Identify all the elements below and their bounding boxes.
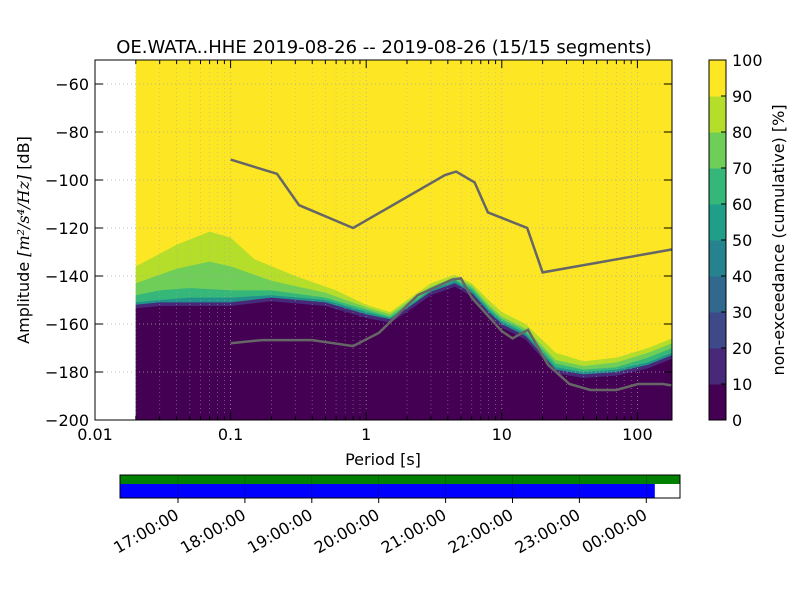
x-tick-label: 0.01 <box>77 425 113 444</box>
colorbar-tick-label: 0 <box>732 411 742 430</box>
high-noise-model-line <box>230 158 672 274</box>
y-axis-label-prefix: Amplitude <box>14 257 33 344</box>
coverage-time-label: 00:00:00 <box>579 505 651 557</box>
coverage-time-label: 21:00:00 <box>378 505 450 557</box>
coverage-time-label: 23:00:00 <box>512 505 584 557</box>
x-axis-label: Period [s] <box>345 450 421 469</box>
colorbar-segment <box>709 204 726 241</box>
colorbar-tick-label: 30 <box>732 303 752 322</box>
y-axis-label-suffix: [dB] <box>14 136 33 175</box>
colorbar-segment <box>709 60 726 97</box>
x-tick-label: 0.1 <box>218 425 243 444</box>
y-axis-label: Amplitude [m²/s⁴/Hz] [dB] <box>14 136 33 344</box>
y-tick-label: −180 <box>45 363 89 382</box>
colorbar-segment <box>709 276 726 313</box>
colorbar-tick-label: 60 <box>732 195 752 214</box>
y-axis-ticks: −60 −80 −100 −120 −140 −160 −180 −200 <box>45 75 672 430</box>
colorbar-segment <box>709 132 726 169</box>
colorbar-tick-label: 50 <box>732 231 752 250</box>
colorbar-tick-label: 20 <box>732 339 752 358</box>
colorbar-segment <box>709 348 726 385</box>
colorbar-tick-label: 10 <box>732 375 752 394</box>
x-tick-label: 1 <box>361 425 371 444</box>
colorbar-segment <box>709 312 726 349</box>
colorbar-segment <box>709 384 726 421</box>
colorbar-ticks: 0 10 20 30 40 50 60 70 80 90 100 <box>721 51 763 430</box>
colorbar-tick-label: 90 <box>732 87 752 106</box>
coverage-time-label: 17:00:00 <box>110 505 182 557</box>
data-coverage-bar <box>119 474 681 499</box>
y-tick-label: −160 <box>45 315 89 334</box>
coverage-frame <box>119 474 681 499</box>
x-tick-label: 10 <box>492 425 512 444</box>
colorbar-tick-label: 40 <box>732 267 752 286</box>
x-tick-label: 100 <box>622 425 653 444</box>
colorbar-segment <box>709 240 726 277</box>
colorbar-segment <box>709 96 726 133</box>
y-tick-label: −140 <box>45 267 89 286</box>
y-tick-label: −80 <box>55 123 89 142</box>
heatmap-band-dark <box>135 286 672 420</box>
x-axis-ticks: 0.01 0.1 1 10 100 <box>77 60 653 444</box>
coverage-time-label: 22:00:00 <box>445 505 517 557</box>
colorbar-tick-label: 100 <box>732 51 763 70</box>
y-tick-label: −60 <box>55 75 89 94</box>
low-noise-model-line <box>230 277 672 392</box>
colorbar-tick-label: 80 <box>732 123 752 142</box>
y-tick-label: −120 <box>45 219 89 238</box>
colorbar-tick-label: 70 <box>732 159 752 178</box>
chart-title: OE.WATA..HHE 2019-08-26 -- 2019-08-26 (1… <box>116 37 652 58</box>
y-tick-label: −200 <box>45 411 89 430</box>
y-axis-label-unit: [m²/s⁴/Hz] <box>14 174 33 257</box>
coverage-data-strip <box>120 475 680 484</box>
colorbar <box>708 59 727 421</box>
heatmap-plot-area <box>135 60 672 420</box>
coverage-time-label: 18:00:00 <box>177 505 249 557</box>
colorbar-segment <box>709 168 726 205</box>
noise-model-lines <box>230 158 672 392</box>
coverage-time-label: 19:00:00 <box>244 505 316 557</box>
colorbar-label: non-exceedance (cumulative) [%] <box>769 104 788 375</box>
y-tick-label: −100 <box>45 171 89 190</box>
plot-frame <box>94 59 673 421</box>
coverage-psd-strip <box>120 484 655 498</box>
coverage-time-label: 20:00:00 <box>311 505 383 557</box>
